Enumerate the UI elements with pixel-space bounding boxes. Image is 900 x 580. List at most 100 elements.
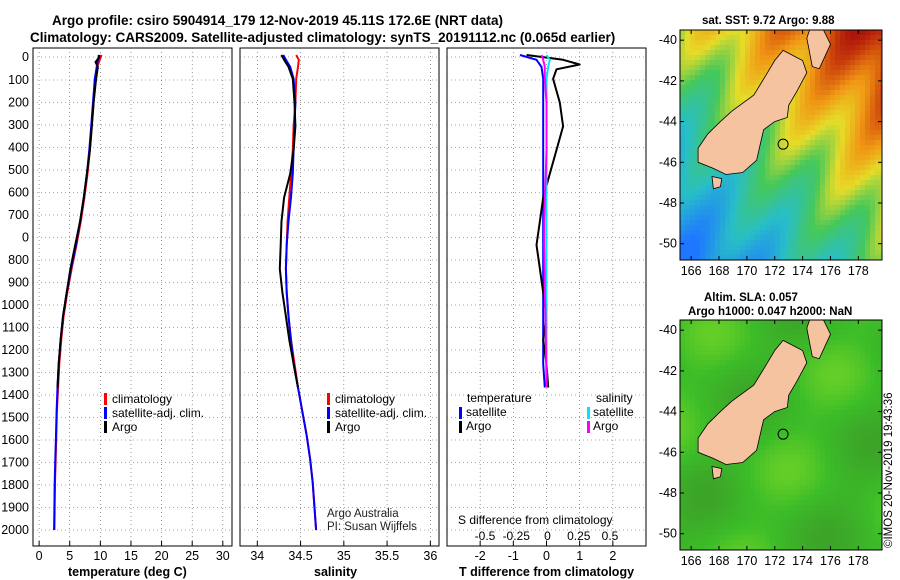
map-cell [860, 125, 865, 130]
map-cell [835, 175, 840, 180]
map-cell [790, 215, 795, 220]
map-cell [715, 375, 720, 380]
map-cell [785, 410, 790, 415]
map-cell [780, 460, 785, 465]
map-cell [730, 490, 735, 495]
map-cell [880, 45, 882, 50]
lon-tick-label: 174 [792, 264, 813, 278]
series-line-argo [278, 54, 299, 388]
map-cell [870, 160, 875, 165]
map-cell [760, 480, 765, 485]
map-cell [775, 120, 780, 125]
map-cell [845, 170, 850, 175]
map-cell [870, 130, 875, 135]
map-cell [815, 385, 820, 390]
map-cell [845, 130, 850, 135]
map-cell [705, 40, 710, 45]
map-cell [750, 85, 755, 90]
map-cell [725, 80, 730, 85]
map-cell [695, 400, 700, 405]
map-cell [790, 400, 795, 405]
map-cell [730, 525, 735, 530]
map-cell [840, 405, 845, 410]
map-cell [820, 95, 825, 100]
map-cell [720, 85, 725, 90]
map-cell [835, 65, 840, 70]
map-cell [765, 425, 770, 430]
map-cell [865, 460, 870, 465]
map-cell [845, 80, 850, 85]
map-cell [860, 545, 865, 550]
map-cell [750, 50, 755, 55]
map-cell [695, 130, 700, 135]
map-cell [860, 355, 865, 360]
map-cell [720, 500, 725, 505]
map-cell [735, 470, 740, 475]
map-cell [810, 150, 815, 155]
map-cell [835, 30, 840, 35]
map-cell [720, 75, 725, 80]
map-cell [780, 510, 785, 515]
map-cell [790, 100, 795, 105]
map-cell [870, 45, 875, 50]
map-cell [775, 160, 780, 165]
map-cell [690, 495, 695, 500]
map-cell [740, 230, 745, 235]
map-cell [880, 365, 882, 370]
map-cell [800, 520, 805, 525]
map-cell [740, 515, 745, 520]
map-cell [875, 250, 880, 255]
map-cell [710, 235, 715, 240]
map-cell [680, 195, 685, 200]
map-cell [805, 435, 810, 440]
map-cell [805, 50, 810, 55]
map-cell [815, 120, 820, 125]
map-cell [865, 440, 870, 445]
map-cell [705, 245, 710, 250]
map-cell [785, 325, 790, 330]
map-cell [725, 390, 730, 395]
map-cell [720, 355, 725, 360]
map-cell [875, 160, 880, 165]
map-cell [865, 405, 870, 410]
map-cell [855, 465, 860, 470]
map-cell [830, 405, 835, 410]
map-cell [800, 250, 805, 255]
map-cell [745, 45, 750, 50]
map-cell [765, 175, 770, 180]
map-cell [795, 540, 800, 545]
map-cell [790, 325, 795, 330]
map-cell [820, 130, 825, 135]
map-cell [705, 475, 710, 480]
map-cell [690, 40, 695, 45]
map-cell [705, 465, 710, 470]
map-cell [680, 125, 685, 130]
map-cell [835, 330, 840, 335]
map-cell [735, 545, 740, 550]
map-cell [805, 490, 810, 495]
map-cell [830, 525, 835, 530]
map-cell [865, 210, 870, 215]
map-cell [830, 425, 835, 430]
map-cell [705, 345, 710, 350]
map-cell [850, 450, 855, 455]
map-cell [850, 170, 855, 175]
map-cell [830, 365, 835, 370]
map-cell [730, 470, 735, 475]
map-cell [725, 465, 730, 470]
map-cell [715, 500, 720, 505]
map-cell [780, 190, 785, 195]
map-cell [715, 495, 720, 500]
map-cell [830, 530, 835, 535]
map-cell [870, 255, 875, 260]
map-cell [865, 530, 870, 535]
map-cell [775, 490, 780, 495]
lon-tick-label: 166 [681, 554, 702, 568]
map-cell [745, 480, 750, 485]
map-cell [840, 385, 845, 390]
map-cell [855, 340, 860, 345]
map-cell [875, 215, 880, 220]
map-cell [785, 510, 790, 515]
map-cell [855, 415, 860, 420]
map-cell [880, 240, 882, 245]
